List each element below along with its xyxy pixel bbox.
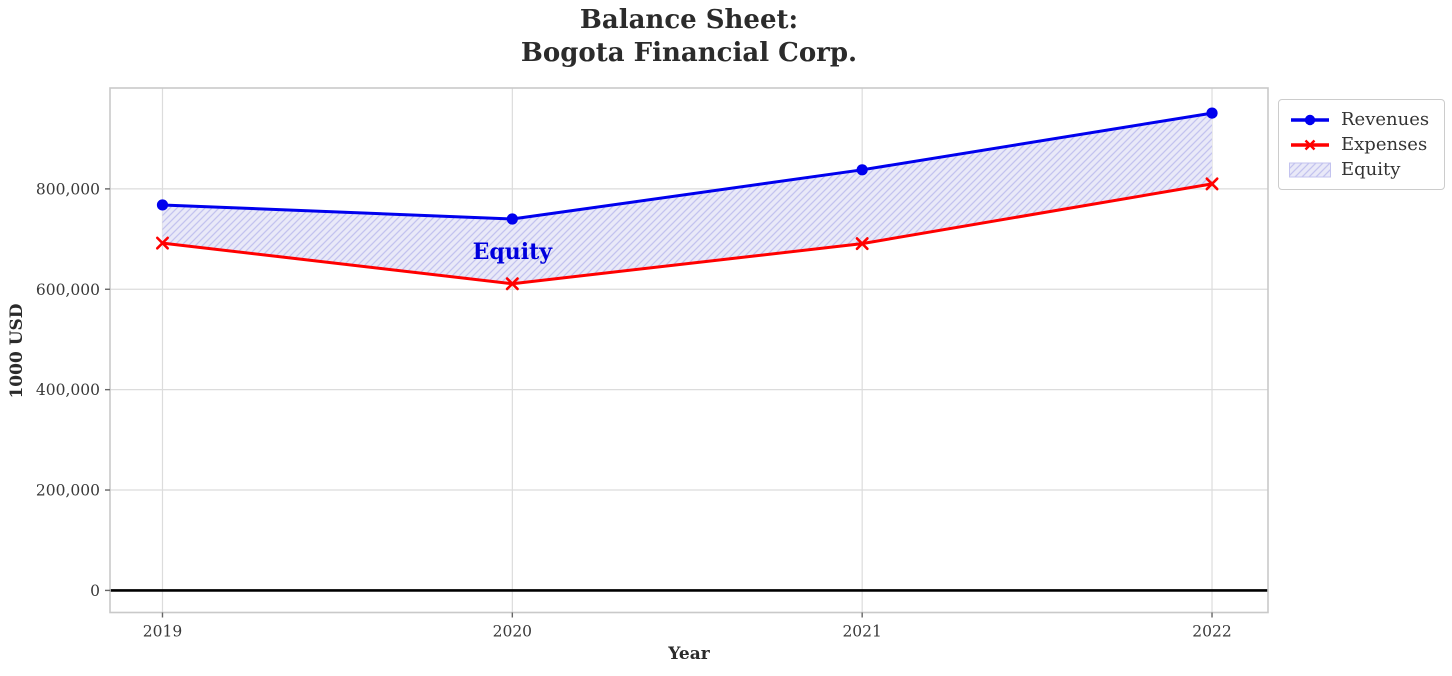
expenses-line-swatch-icon	[1291, 139, 1329, 150]
expenses-marker	[855, 237, 869, 251]
expenses-marker	[155, 236, 169, 250]
x-tick-label: 2019	[143, 623, 182, 641]
plot-border	[109, 87, 1269, 614]
revenues-line	[162, 111, 1213, 221]
revenues-marker	[856, 164, 868, 176]
y-tick-label: 0	[90, 582, 100, 600]
y-axis-label: 1000 USD	[7, 303, 27, 399]
chart-title-line1: Balance Sheet:	[579, 5, 799, 35]
x-tick-label: 2021	[842, 623, 881, 641]
x-axis-label: Year	[668, 644, 710, 664]
legend-label-expenses: Expenses	[1341, 134, 1428, 155]
revenues-line-swatch-icon	[1291, 114, 1329, 125]
y-tick-label: 400,000	[36, 381, 100, 399]
revenues-marker	[1206, 107, 1218, 119]
y-tick-label: 800,000	[36, 180, 100, 198]
revenues-marker	[506, 213, 518, 225]
expenses-marker	[1205, 177, 1219, 191]
y-tick-label: 600,000	[36, 281, 100, 299]
legend-item-expenses: Expenses	[1289, 132, 1434, 157]
legend-item-equity: Equity	[1289, 157, 1434, 182]
equity-patch-swatch-icon	[1289, 162, 1331, 177]
x-tick-label: 2022	[1192, 623, 1231, 641]
x-tick-label: 2020	[493, 623, 532, 641]
equity-annotation: Equity	[473, 239, 554, 265]
legend-item-revenues: Revenues	[1289, 107, 1434, 132]
y-tick-label: 200,000	[36, 482, 100, 500]
chart-title: Balance Sheet: Bogota Financial Corp.	[110, 4, 1268, 70]
expenses-marker	[505, 277, 519, 291]
legend-label-revenues: Revenues	[1341, 109, 1430, 130]
chart-title-line2: Bogota Financial Corp.	[520, 38, 858, 68]
revenues-marker	[156, 199, 169, 211]
legend-label-equity: Equity	[1341, 159, 1401, 180]
expenses-line	[162, 182, 1213, 286]
legend: Revenues Expenses Equity	[1278, 99, 1445, 190]
